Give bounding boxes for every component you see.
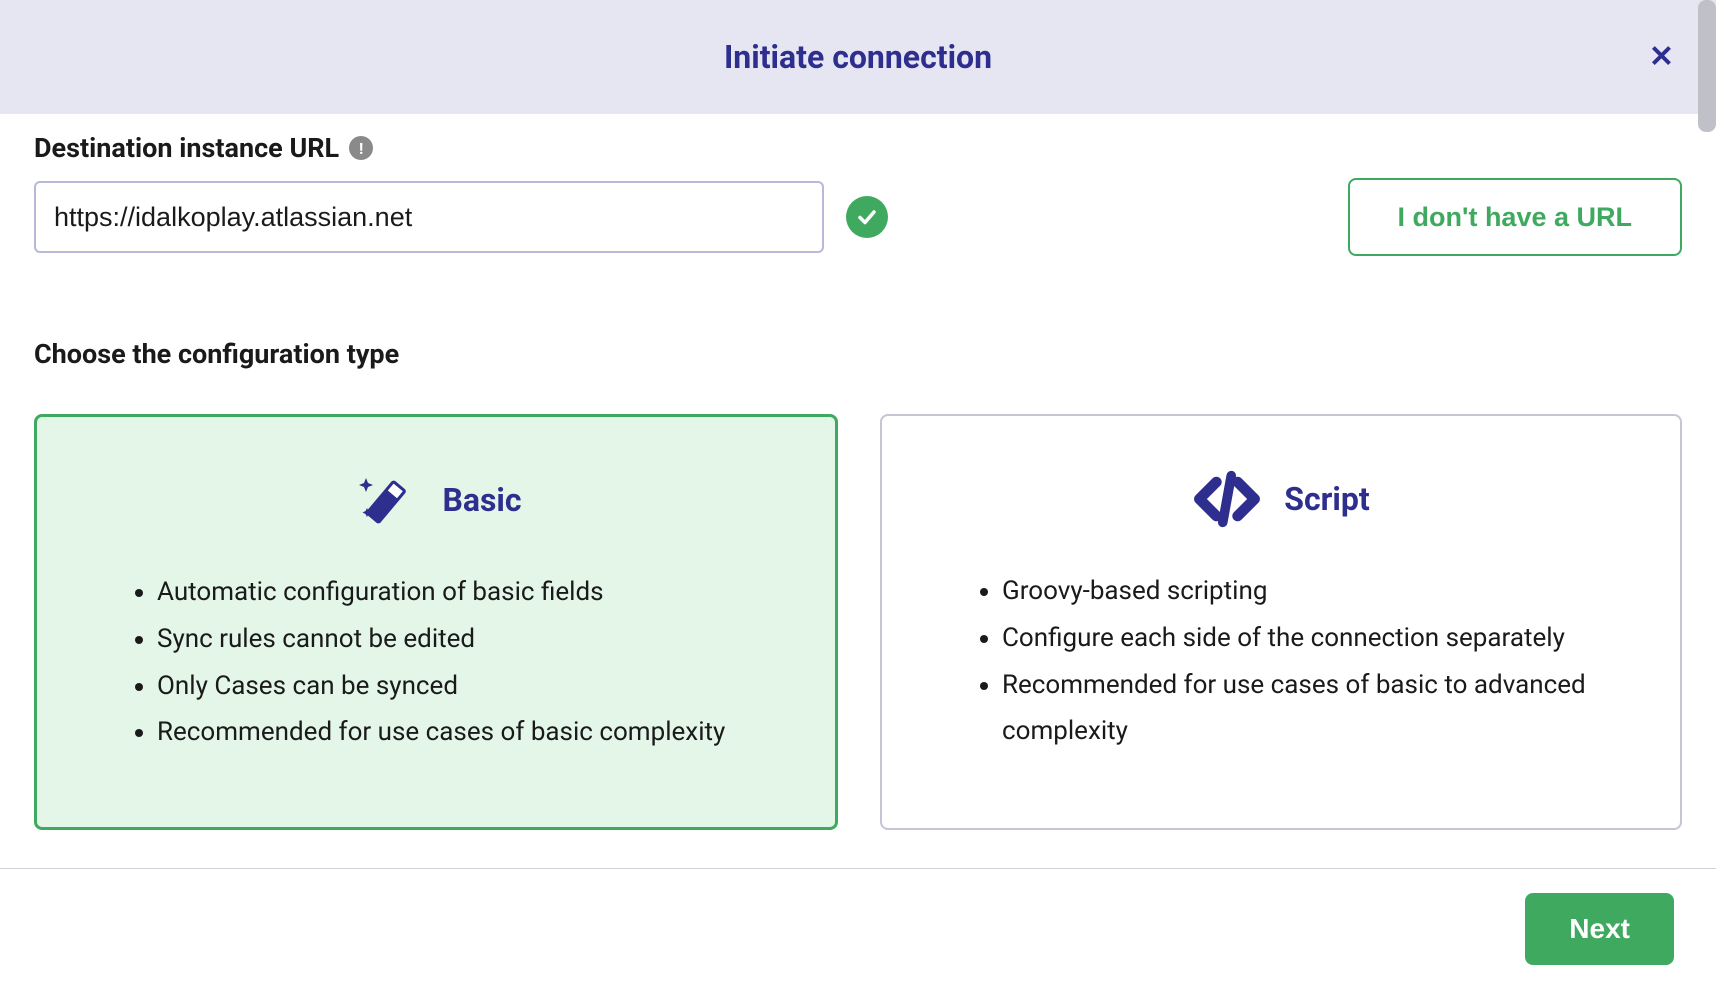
scrollbar-thumb[interactable]	[1698, 0, 1716, 132]
config-cards-row: Basic Automatic configuration of basic f…	[34, 414, 1682, 830]
card-header-basic: Basic	[77, 465, 795, 535]
config-type-label: Choose the configuration type	[34, 338, 1682, 370]
info-icon[interactable]: !	[349, 136, 373, 160]
list-item: Automatic configuration of basic fields	[157, 569, 775, 616]
list-item: Groovy-based scripting	[1002, 568, 1620, 615]
modal-title: Initiate connection	[724, 38, 992, 76]
check-icon	[846, 196, 888, 238]
no-url-button[interactable]: I don't have a URL	[1348, 178, 1682, 256]
list-item: Only Cases can be synced	[157, 663, 775, 710]
modal-header: Initiate connection ✕	[0, 0, 1716, 114]
list-item: Configure each side of the connection se…	[1002, 615, 1620, 662]
url-input-row: I don't have a URL	[34, 178, 1682, 256]
wand-icon	[350, 465, 420, 535]
url-label-row: Destination instance URL !	[34, 132, 1682, 164]
card-title-basic: Basic	[442, 481, 521, 519]
list-item: Recommended for use cases of basic to ad…	[1002, 662, 1620, 756]
code-icon	[1192, 464, 1262, 534]
config-card-basic[interactable]: Basic Automatic configuration of basic f…	[34, 414, 838, 830]
destination-url-input[interactable]	[34, 181, 824, 253]
modal-footer: Next	[0, 868, 1716, 988]
modal-body: Destination instance URL ! I don't have …	[0, 114, 1716, 834]
config-card-script[interactable]: Script Groovy-based scripting Configure …	[880, 414, 1682, 830]
card-title-script: Script	[1284, 480, 1369, 518]
close-icon[interactable]: ✕	[1649, 40, 1674, 75]
list-item: Sync rules cannot be edited	[157, 616, 775, 663]
card-list-basic: Automatic configuration of basic fields …	[77, 569, 795, 756]
card-list-script: Groovy-based scripting Configure each si…	[922, 568, 1640, 755]
url-label: Destination instance URL	[34, 132, 339, 164]
list-item: Recommended for use cases of basic compl…	[157, 709, 775, 756]
next-button[interactable]: Next	[1525, 893, 1674, 965]
card-header-script: Script	[922, 464, 1640, 534]
